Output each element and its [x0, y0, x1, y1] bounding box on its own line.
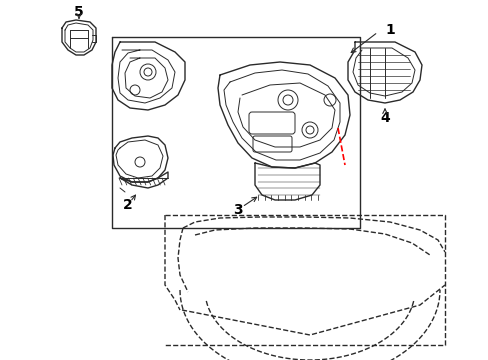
Text: 3: 3: [233, 203, 243, 217]
Text: 1: 1: [385, 23, 394, 37]
Text: 5: 5: [74, 5, 84, 19]
Text: 2: 2: [123, 198, 133, 212]
Text: 4: 4: [379, 111, 389, 125]
